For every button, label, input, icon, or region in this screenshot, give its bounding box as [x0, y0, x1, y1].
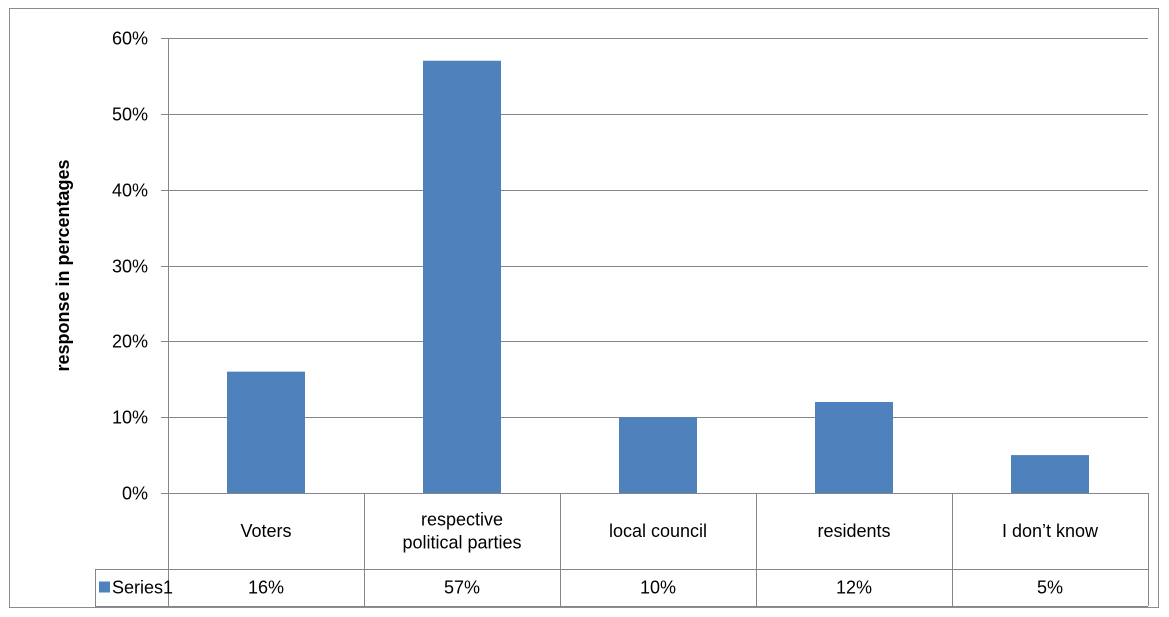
- bar: [1011, 455, 1089, 493]
- data-table-value: 57%: [444, 578, 480, 598]
- y-axis-label: response in percentages: [53, 159, 73, 371]
- y-tick-label: 20%: [112, 332, 148, 352]
- y-tick-label: 10%: [112, 408, 148, 428]
- bar: [227, 371, 305, 493]
- data-table-value: 10%: [640, 578, 676, 598]
- data-table-value: 12%: [836, 578, 872, 598]
- y-tick-label: 0%: [122, 484, 148, 504]
- bar: [619, 417, 697, 493]
- bar: [423, 60, 501, 493]
- y-tick-label: 50%: [112, 105, 148, 125]
- legend-label: Series1: [112, 578, 173, 598]
- x-category-label: residents: [817, 521, 890, 541]
- x-category-label: local council: [609, 521, 707, 541]
- bar: [815, 402, 893, 493]
- x-category-label: respective political parties: [402, 510, 521, 553]
- x-category-label: I don’t know: [1002, 521, 1099, 541]
- legend-swatch: [99, 581, 110, 593]
- chart-frame: [9, 8, 1159, 608]
- y-tick-label: 60%: [112, 29, 148, 49]
- y-tick-label: 40%: [112, 181, 148, 201]
- x-category-label: Voters: [240, 521, 291, 541]
- data-table-value: 5%: [1037, 578, 1063, 598]
- y-tick-label: 30%: [112, 257, 148, 277]
- data-table-value: 16%: [248, 578, 284, 598]
